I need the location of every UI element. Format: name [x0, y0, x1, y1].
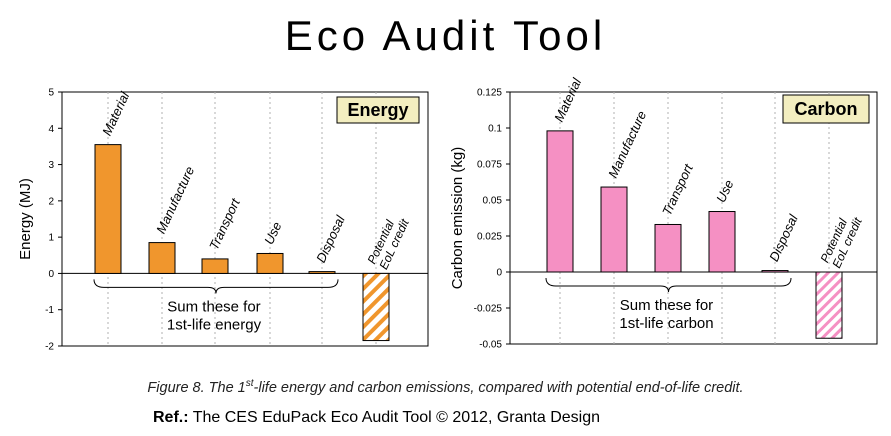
- category-label-energy-4: Disposal: [313, 212, 348, 265]
- chart-svg: 5 4 3 2 1 0 -1 -2 Energy (MJ) Material Manufacture…: [17, 75, 878, 353]
- bar-carbon-5: [815, 271, 843, 339]
- category-label-carbon-4: Disposal: [766, 211, 801, 264]
- badge-box-energy: [336, 96, 420, 124]
- y-tick-label-carbon-2: 0.075: [477, 160, 502, 171]
- ref-label: Ref.:: [153, 409, 189, 426]
- reference-line: Ref.: The CES EduPack Eco Audit Tool © 2…: [153, 409, 600, 427]
- bar-energy-0: [94, 144, 122, 274]
- bar-carbon-0: [546, 130, 574, 273]
- y-tick-label-energy-1: 4: [48, 124, 54, 135]
- bar-carbon-1: [600, 186, 628, 273]
- y-tick-label-carbon-1: 0.1: [488, 124, 502, 135]
- figure-caption: Figure 8. The 1st-life energy and carbon…: [0, 378, 891, 396]
- category-label-energy-3: Use: [261, 219, 284, 246]
- brace-carbon: [545, 277, 792, 293]
- category-label-energy-5: PotentialEoL credit: [365, 211, 412, 272]
- plot-frame-carbon: [509, 91, 878, 345]
- category-label-carbon-3: Use: [713, 177, 736, 204]
- category-label-energy-2: Transport: [206, 195, 243, 252]
- y-tick-label-energy-7: -2: [45, 342, 54, 353]
- brace-text-1-energy: Sum these for: [167, 298, 260, 315]
- y-tick-label-energy-0: 5: [48, 88, 54, 99]
- y-tick-label-carbon-6: -0.025: [474, 304, 503, 315]
- category-label-carbon-5: PotentialEoL credit: [818, 209, 865, 270]
- caption-post: -life energy and carbon emissions, compa…: [253, 379, 744, 396]
- ref-text: The CES EduPack Eco Audit Tool © 2012, G…: [188, 409, 600, 426]
- category-label-carbon-1: Manufacture: [605, 108, 649, 180]
- bar-energy-5: [362, 272, 390, 342]
- brace-text-2-energy: 1st-life energy: [167, 316, 262, 333]
- category-label-energy-1: Manufacture: [153, 164, 197, 236]
- bar-energy-1: [148, 242, 176, 274]
- y-tick-label-carbon-7: -0.05: [479, 340, 502, 351]
- y-tick-label-carbon-3: 0.05: [483, 196, 503, 207]
- bar-energy-4: [308, 271, 336, 274]
- y-axis-label-carbon: Carbon emission (kg): [449, 147, 466, 290]
- caption-sup: st: [245, 378, 254, 389]
- energy-chart: 5 4 3 2 1 0 -1 -2 Energy (MJ) Material Manufacture…: [17, 88, 429, 353]
- y-tick-label-energy-4: 1: [48, 233, 54, 244]
- badge-box-carbon: [782, 94, 870, 124]
- brace-energy: [93, 279, 339, 294]
- caption-pre: Figure 8. The 1: [147, 379, 246, 396]
- brace-text-1-carbon: Sum these for: [620, 297, 713, 314]
- bar-energy-3: [256, 252, 284, 274]
- y-tick-label-carbon-5: 0: [496, 268, 502, 279]
- plot-frame-energy: [61, 91, 429, 347]
- y-tick-label-energy-6: -1: [45, 305, 54, 316]
- y-tick-label-energy-2: 3: [48, 160, 54, 171]
- bar-energy-2: [201, 258, 229, 274]
- y-tick-label-carbon-4: 0.025: [477, 232, 502, 243]
- page-title: Eco Audit Tool: [284, 12, 607, 59]
- category-label-carbon-2: Transport: [659, 161, 696, 218]
- badge-label-carbon: Carbon: [795, 99, 858, 119]
- category-label-energy-0: Material: [99, 89, 133, 138]
- y-tick-label-energy-3: 2: [48, 196, 54, 207]
- y-tick-label-energy-5: 0: [48, 269, 54, 280]
- y-tick-label-carbon-0: 0.125: [477, 88, 502, 99]
- badge-label-energy: Energy: [347, 100, 408, 120]
- bar-carbon-4: [761, 270, 789, 273]
- y-axis-label-energy: Energy (MJ): [17, 178, 34, 260]
- bar-carbon-2: [654, 223, 682, 273]
- bar-carbon-3: [708, 211, 736, 273]
- brace-text-2-carbon: 1st-life carbon: [619, 315, 713, 332]
- category-label-carbon-0: Material: [551, 75, 585, 124]
- carbon-chart: 0.125 0.1 0.075 0.05 0.025 0 -0.025 -0.05 Carbon…: [449, 75, 878, 351]
